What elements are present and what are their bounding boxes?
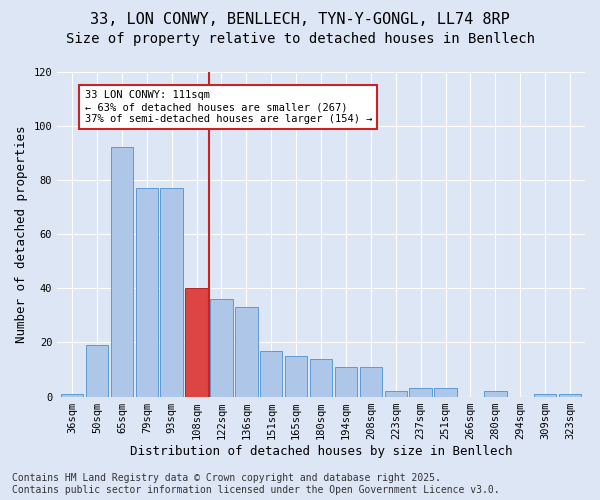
- Text: Contains HM Land Registry data © Crown copyright and database right 2025.
Contai: Contains HM Land Registry data © Crown c…: [12, 474, 500, 495]
- Bar: [335, 367, 357, 396]
- Bar: [534, 394, 556, 396]
- Bar: [385, 391, 407, 396]
- Bar: [559, 394, 581, 396]
- Bar: [210, 299, 233, 396]
- Text: 33 LON CONWY: 111sqm
← 63% of detached houses are smaller (267)
37% of semi-deta: 33 LON CONWY: 111sqm ← 63% of detached h…: [85, 90, 372, 124]
- Bar: [310, 358, 332, 397]
- Bar: [185, 288, 208, 397]
- Bar: [61, 394, 83, 396]
- Y-axis label: Number of detached properties: Number of detached properties: [15, 126, 28, 343]
- Bar: [409, 388, 432, 396]
- Bar: [484, 391, 506, 396]
- Bar: [359, 367, 382, 396]
- Bar: [260, 350, 283, 397]
- Text: 33, LON CONWY, BENLLECH, TYN-Y-GONGL, LL74 8RP: 33, LON CONWY, BENLLECH, TYN-Y-GONGL, LL…: [90, 12, 510, 28]
- Bar: [110, 148, 133, 396]
- X-axis label: Distribution of detached houses by size in Benllech: Distribution of detached houses by size …: [130, 444, 512, 458]
- Bar: [285, 356, 307, 397]
- Text: Size of property relative to detached houses in Benllech: Size of property relative to detached ho…: [65, 32, 535, 46]
- Bar: [136, 188, 158, 396]
- Bar: [86, 345, 108, 397]
- Bar: [160, 188, 183, 396]
- Bar: [235, 307, 257, 396]
- Bar: [434, 388, 457, 396]
